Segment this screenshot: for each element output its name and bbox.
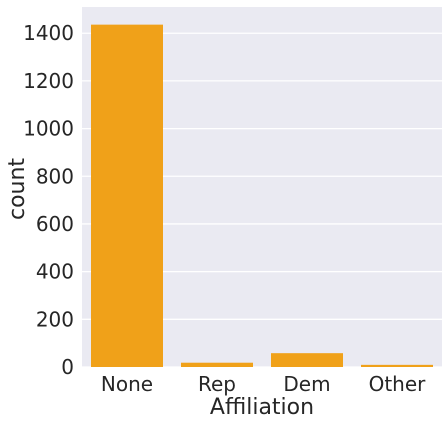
x-tick-label-dem: Dem — [283, 372, 330, 396]
bar-dem — [271, 353, 343, 367]
y-tick-labels: 0 200 400 600 800 1000 1200 1400 — [23, 21, 74, 379]
y-tick-label: 1000 — [23, 117, 74, 141]
y-tick-label: 1200 — [23, 69, 74, 93]
bar-other — [361, 364, 433, 367]
x-tick-label-none: None — [101, 372, 153, 396]
x-tick-labels: None Rep Dem Other — [101, 372, 426, 396]
bars — [91, 24, 433, 367]
y-tick-label: 1400 — [23, 21, 74, 45]
y-tick-label: 0 — [61, 355, 74, 379]
y-tick-label: 800 — [36, 164, 74, 188]
bar-rep — [181, 362, 253, 367]
y-tick-label: 200 — [36, 307, 74, 331]
x-axis-label: Affiliation — [210, 395, 314, 420]
bar-none — [91, 24, 163, 367]
y-axis-label: count — [5, 158, 30, 220]
x-tick-label-other: Other — [369, 372, 427, 396]
y-tick-label: 600 — [36, 212, 74, 236]
x-tick-label-rep: Rep — [198, 372, 236, 396]
y-tick-label: 400 — [36, 260, 74, 284]
